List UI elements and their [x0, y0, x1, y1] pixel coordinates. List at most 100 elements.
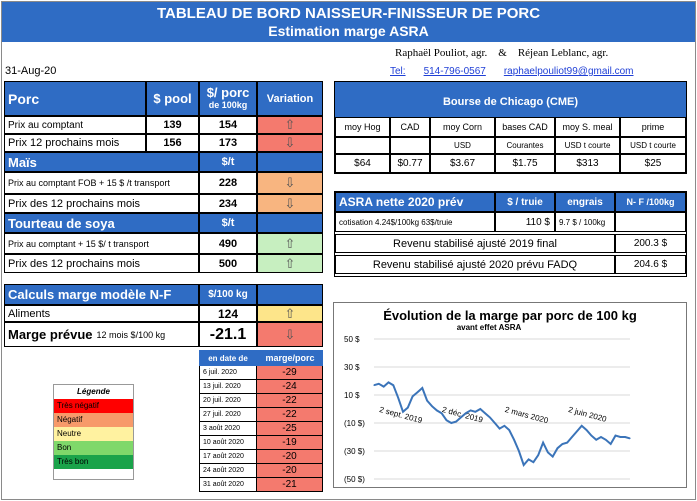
margin-data-point	[441, 412, 443, 414]
history-value: -20	[257, 450, 323, 464]
margin-data-point	[619, 436, 621, 438]
chart-subtitle: avant effet ASRA	[456, 323, 522, 332]
porc-12mois-label: Prix 12 prochains mois	[4, 134, 146, 152]
margin-data-point	[585, 429, 588, 431]
margin-data-point	[416, 391, 419, 393]
history-value: -19	[257, 436, 323, 450]
legend-item: Négatif	[54, 413, 133, 427]
margin-data-point	[595, 439, 597, 441]
soya-header: Tourteau de soya	[4, 213, 199, 233]
contact-line: Tel: 514-796-0567 raphaelpouliot99@gmail…	[390, 66, 634, 77]
margin-series-line	[373, 381, 631, 467]
page-title: TABLEAU DE BORD NAISSEUR-FINISSEUR DE PO…	[156, 5, 541, 22]
history-value: -24	[257, 380, 323, 394]
mais-header-filler	[257, 152, 323, 172]
mais-12mois-label: Prix des 12 prochains mois	[4, 194, 199, 213]
down-arrow-icon: ⇩	[257, 172, 323, 194]
calculs-header: Calculs marge modèle N-F	[4, 284, 199, 305]
asra-panel	[334, 191, 687, 277]
margin-data-point	[373, 384, 375, 386]
margin-data-point	[527, 458, 530, 460]
marge-prevue-sub: 12 mois $/100 kg	[96, 329, 166, 340]
rev2019-label: Revenu stabilisé ajusté 2019 final	[335, 234, 615, 253]
cme-column-head: moy Hog	[335, 117, 390, 137]
calculs-header-filler	[257, 284, 323, 305]
history-row: 13 juil. 2020 -24	[199, 380, 323, 394]
history-row: 10 août 2020 -19	[199, 436, 323, 450]
history-value: -29	[257, 366, 323, 380]
y-tick-label: 50 $	[344, 335, 360, 344]
porc-comptant-pool: 139	[146, 116, 199, 134]
rev2019-value: 200.3 $	[615, 234, 686, 253]
cme-column-value: $0.77	[390, 154, 430, 173]
history-row: 27 juil. 2020 -22	[199, 408, 323, 422]
history-row: 31 août 2020 -21	[199, 478, 323, 492]
margin-data-point	[489, 416, 491, 418]
history-date: 10 août 2020	[199, 436, 257, 450]
cme-column-head: prime	[620, 117, 686, 137]
cme-column-unit: USD t courte	[620, 137, 686, 154]
cme-column-head: CAD	[390, 117, 430, 137]
margin-data-point	[412, 395, 414, 397]
x-tick-label: 2 juin 2020	[567, 405, 608, 424]
margin-data-point	[547, 451, 549, 453]
history-marge-header: marge/porc	[265, 353, 315, 363]
cme-column-value: $25	[620, 154, 686, 173]
margin-data-point	[407, 407, 409, 409]
history-date: 31 août 2020	[199, 478, 257, 492]
history-date: 27 juil. 2020	[199, 408, 257, 422]
margin-data-point	[566, 442, 568, 444]
tel-label: Tel:	[390, 66, 406, 77]
history-row: 24 août 2020 -20	[199, 464, 323, 478]
email-link[interactable]: raphaelpouliot99@gmail.com	[503, 66, 634, 77]
margin-data-point	[387, 381, 390, 383]
mais-header: Maïs	[4, 152, 199, 172]
history-header: en date de marge/porc	[199, 350, 323, 366]
soya-comptant-label: Prix au comptant + 15 $/ t transport	[4, 233, 199, 254]
mais-comptant-value: 228	[199, 172, 257, 194]
calculs-unit-header: $/100 kg	[199, 284, 257, 305]
cme-column-head: moy S. meal	[555, 117, 620, 137]
mais-12mois-value: 234	[199, 194, 257, 213]
marge-prevue-value: -21.1	[199, 322, 257, 347]
margin-data-point	[494, 422, 496, 424]
aliments-value: 124	[199, 305, 257, 322]
cme-column-value: $313	[555, 154, 620, 173]
porc-comptant-label: Prix au comptant	[4, 116, 146, 134]
porc-price-header-top: $/ porc	[206, 84, 250, 100]
margin-data-point	[436, 409, 438, 411]
margin-data-point	[402, 411, 404, 413]
y-tick-label: (50 $)	[344, 475, 365, 484]
margin-data-point	[479, 408, 481, 410]
marge-prevue-title: Marge prévue	[8, 327, 93, 342]
history-row: 3 août 2020 -25	[199, 422, 323, 436]
y-tick-label: 10 $	[344, 391, 360, 400]
chart-panel: Évolution de la marge par porc de 100 kg…	[333, 302, 687, 488]
margin-data-point	[576, 430, 578, 432]
margin-data-point	[426, 400, 428, 402]
margin-data-point	[378, 383, 380, 385]
porc-12mois-pool: 156	[146, 134, 199, 152]
margin-data-point	[532, 461, 534, 463]
mais-comptant-label: Prix au comptant FOB + 15 $ /t transport	[4, 172, 199, 194]
phone-link[interactable]: 514-796-0567	[423, 66, 486, 77]
margin-data-point	[513, 439, 515, 441]
margin-data-point	[561, 443, 563, 445]
margin-data-point	[614, 435, 617, 437]
variation-header: Variation	[257, 81, 323, 116]
asra-truie-value: 110 $	[495, 212, 555, 232]
soya-comptant-value: 490	[199, 233, 257, 254]
margin-data-point	[537, 454, 539, 456]
soya-12mois-value: 500	[199, 254, 257, 273]
cme-column-value: $3.67	[430, 154, 495, 173]
legend-items: Très négatif Négatif Neutre Bon Très bon	[54, 399, 133, 469]
cme-column-unit: USD t courte	[555, 137, 620, 154]
margin-data-point	[571, 436, 573, 438]
margin-data-point	[590, 435, 592, 437]
cme-title: Bourse de Chicago (CME)	[442, 96, 579, 108]
margin-data-point	[383, 386, 385, 388]
history-value: -22	[257, 394, 323, 408]
asra-nf-header: N- F /100kg	[615, 192, 686, 212]
history-table: 6 juil. 2020 -29 13 juil. 2020 -24 20 juil. …	[199, 366, 323, 492]
history-row: 20 juil. 2020 -22	[199, 394, 323, 408]
